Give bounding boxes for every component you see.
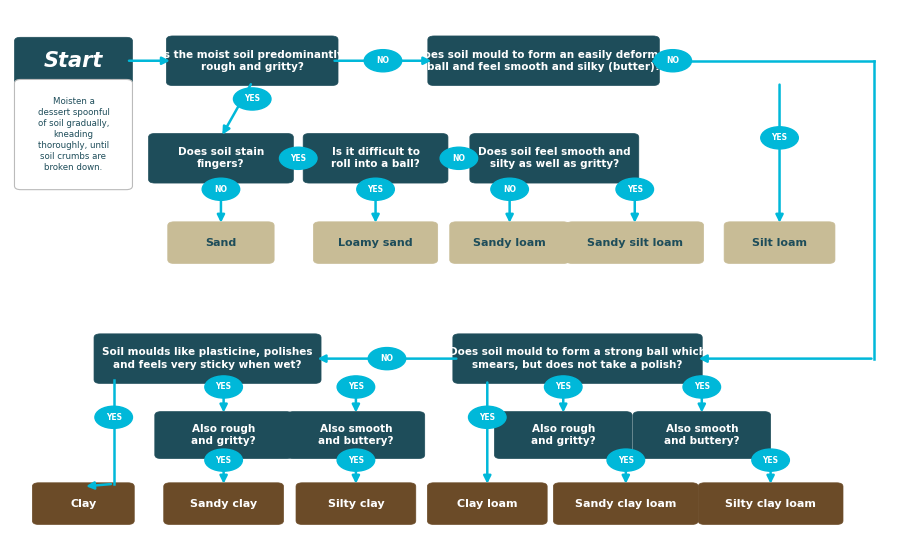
Circle shape <box>468 406 506 428</box>
Circle shape <box>205 449 242 471</box>
Text: Also rough
and gritty?: Also rough and gritty? <box>530 424 595 447</box>
Text: Sandy clay loam: Sandy clay loam <box>575 499 676 508</box>
Circle shape <box>279 147 317 169</box>
Text: Clay loam: Clay loam <box>456 499 517 508</box>
Text: YES: YES <box>215 456 231 465</box>
Text: YES: YES <box>106 413 121 422</box>
Text: NO: NO <box>214 185 227 194</box>
Text: NO: NO <box>380 354 393 363</box>
Circle shape <box>337 449 374 471</box>
Text: Also smooth
and buttery?: Also smooth and buttery? <box>318 424 394 447</box>
Circle shape <box>615 178 653 200</box>
Text: YES: YES <box>555 383 570 392</box>
Text: Sandy loam: Sandy loam <box>473 238 546 247</box>
FancyBboxPatch shape <box>94 334 321 384</box>
Text: Also smooth
and buttery?: Also smooth and buttery? <box>663 424 739 447</box>
Text: YES: YES <box>693 383 709 392</box>
Text: NO: NO <box>666 56 679 65</box>
FancyBboxPatch shape <box>632 412 770 458</box>
FancyBboxPatch shape <box>698 483 842 525</box>
Circle shape <box>368 348 405 370</box>
Text: Silty clay loam: Silty clay loam <box>724 499 815 508</box>
Text: Loamy sand: Loamy sand <box>338 238 413 247</box>
Circle shape <box>202 178 240 200</box>
FancyBboxPatch shape <box>723 222 834 264</box>
FancyBboxPatch shape <box>164 483 283 525</box>
FancyBboxPatch shape <box>453 334 701 384</box>
Text: Clay: Clay <box>70 499 97 508</box>
Circle shape <box>760 127 797 149</box>
Text: YES: YES <box>479 413 495 422</box>
Circle shape <box>607 449 644 471</box>
FancyBboxPatch shape <box>296 483 415 525</box>
Circle shape <box>205 376 242 398</box>
Circle shape <box>233 88 271 110</box>
Text: Sand: Sand <box>205 238 236 247</box>
Text: Does soil feel smooth and
silty as well as gritty?: Does soil feel smooth and silty as well … <box>477 147 630 169</box>
Text: Soil moulds like plasticine, polishes
and feels very sticky when wet?: Soil moulds like plasticine, polishes an… <box>102 348 312 370</box>
FancyBboxPatch shape <box>427 36 659 86</box>
FancyBboxPatch shape <box>155 412 292 458</box>
Text: Sandy clay: Sandy clay <box>189 499 257 508</box>
Circle shape <box>363 49 401 72</box>
Circle shape <box>653 49 691 72</box>
Text: YES: YES <box>367 185 384 194</box>
Circle shape <box>356 178 394 200</box>
FancyBboxPatch shape <box>313 222 437 264</box>
Text: YES: YES <box>215 383 231 392</box>
Text: Silt loam: Silt loam <box>752 238 806 247</box>
Circle shape <box>682 376 720 398</box>
FancyBboxPatch shape <box>287 412 425 458</box>
Circle shape <box>490 178 527 200</box>
Text: NO: NO <box>452 154 465 163</box>
FancyBboxPatch shape <box>168 222 274 264</box>
Text: Start: Start <box>44 51 103 70</box>
Text: Moisten a
dessert spoonful
of soil gradually,
kneading
thoroughly, until
soil cr: Moisten a dessert spoonful of soil gradu… <box>37 97 109 172</box>
FancyBboxPatch shape <box>427 483 547 525</box>
Text: Does soil mould to form a strong ball which
smears, but does not take a polish?: Does soil mould to form a strong ball wh… <box>448 348 705 370</box>
Text: YES: YES <box>244 95 260 103</box>
FancyBboxPatch shape <box>553 483 698 525</box>
Text: Sandy silt loam: Sandy silt loam <box>586 238 682 247</box>
Circle shape <box>440 147 477 169</box>
FancyBboxPatch shape <box>166 36 338 86</box>
Text: Is it difficult to
roll into a ball?: Is it difficult to roll into a ball? <box>331 147 419 169</box>
Text: YES: YES <box>626 185 642 194</box>
Text: YES: YES <box>771 133 787 143</box>
Text: YES: YES <box>290 154 306 163</box>
FancyBboxPatch shape <box>302 133 447 183</box>
Text: Also rough
and gritty?: Also rough and gritty? <box>191 424 256 447</box>
Circle shape <box>337 376 374 398</box>
Text: YES: YES <box>347 456 363 465</box>
FancyBboxPatch shape <box>494 412 631 458</box>
Text: YES: YES <box>617 456 633 465</box>
FancyBboxPatch shape <box>449 222 568 264</box>
Text: NO: NO <box>503 185 516 194</box>
FancyBboxPatch shape <box>148 133 293 183</box>
Text: Does soil mould to form an easily deformed
ball and feel smooth and silky (butte: Does soil mould to form an easily deform… <box>415 49 671 72</box>
Text: NO: NO <box>376 56 389 65</box>
FancyBboxPatch shape <box>566 222 702 264</box>
FancyBboxPatch shape <box>469 133 638 183</box>
Text: YES: YES <box>762 456 778 465</box>
Text: Silty clay: Silty clay <box>327 499 384 508</box>
FancyBboxPatch shape <box>32 483 134 525</box>
Text: Is the moist soil predominantly
rough and gritty?: Is the moist soil predominantly rough an… <box>160 49 343 72</box>
FancyBboxPatch shape <box>15 80 132 190</box>
Text: Does soil stain
fingers?: Does soil stain fingers? <box>178 147 264 169</box>
FancyBboxPatch shape <box>15 37 132 84</box>
Circle shape <box>544 376 581 398</box>
Circle shape <box>751 449 789 471</box>
Text: YES: YES <box>347 383 363 392</box>
Circle shape <box>95 406 132 428</box>
